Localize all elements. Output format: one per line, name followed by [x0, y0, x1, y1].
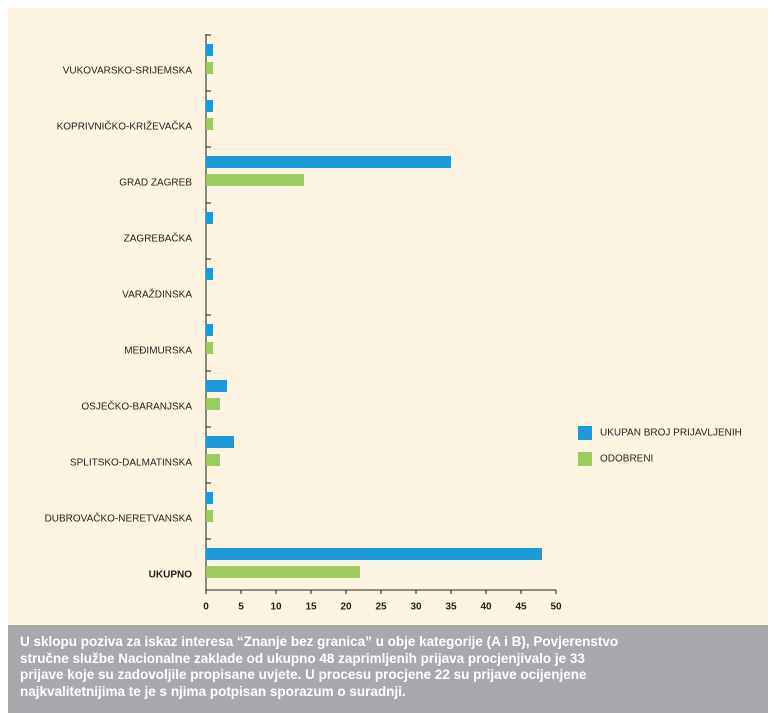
legend-swatch	[578, 452, 592, 466]
x-tick-label: 45	[515, 602, 527, 613]
legend-label: UKUPAN BROJ PRIJAVLJENIH	[600, 428, 742, 439]
y-tick-label: UKUPNO	[149, 570, 193, 581]
bar	[206, 268, 213, 280]
bar	[206, 548, 542, 560]
bar	[206, 44, 213, 56]
legend-swatch	[578, 426, 592, 440]
y-tick-label: SPLITSKO-DALMATINSKA	[70, 458, 192, 469]
caption: U sklopu poziva za iskaz interesa “Znanj…	[8, 625, 768, 713]
x-tick-label: 35	[445, 602, 457, 613]
x-tick-label: 10	[270, 602, 282, 613]
y-tick-label: ZAGREBAČKA	[124, 232, 193, 245]
bar	[206, 212, 213, 224]
x-tick-label: 30	[410, 602, 422, 613]
bar	[206, 174, 304, 186]
caption-line: U sklopu poziva za iskaz interesa “Znanj…	[20, 634, 619, 649]
legend-label: ODOBRENI	[600, 454, 653, 465]
x-tick-label: 15	[305, 602, 317, 613]
y-tick-label: GRAD ZAGREB	[119, 178, 192, 189]
x-tick-label: 50	[550, 602, 562, 613]
bar	[206, 118, 213, 130]
caption-line: najkvalitetnijima te je s njima potpisan…	[20, 683, 406, 699]
y-tick-label: KOPRIVNIČKO-KRIŽEVAČKA	[57, 120, 193, 133]
chart-background	[8, 8, 768, 625]
bar	[206, 380, 227, 392]
bar	[206, 62, 213, 74]
bar	[206, 566, 360, 578]
x-tick-label: 5	[238, 602, 244, 613]
y-tick-label: DUBROVAČKO-NERETVANSKA	[45, 512, 193, 525]
bar	[206, 324, 213, 336]
x-tick-label: 20	[340, 602, 352, 613]
x-tick-label: 25	[375, 602, 387, 613]
caption-line: stručne službe Nacionalne zaklade od uku…	[20, 650, 585, 666]
x-tick-label: 0	[203, 602, 209, 613]
y-tick-label: VUKOVARSKO-SRIJEMSKA	[63, 66, 193, 77]
bar	[206, 398, 220, 410]
bar	[206, 492, 213, 504]
bar	[206, 436, 234, 448]
y-tick-label: OSJEČKO-BARANJSKA	[81, 400, 192, 413]
bar	[206, 100, 213, 112]
caption-line: prijave koje su zadovoljile propisane uv…	[20, 667, 587, 682]
y-tick-label: VARAŽDINSKA	[122, 288, 192, 301]
y-tick-label: MEĐIMURSKA	[124, 346, 192, 357]
bar	[206, 156, 451, 168]
bar	[206, 510, 213, 522]
x-tick-label: 40	[480, 602, 492, 613]
bar	[206, 454, 220, 466]
bar	[206, 342, 213, 354]
